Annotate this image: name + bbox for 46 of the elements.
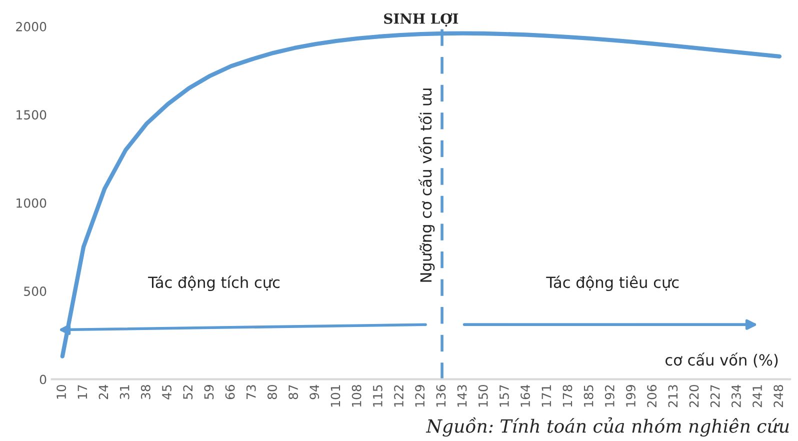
x-tick-label: 241: [752, 385, 762, 408]
x-tick-label: 206: [647, 384, 657, 408]
x-tick-label: 87: [288, 385, 298, 400]
x-tick-label: 213: [668, 385, 678, 408]
x-tick-label: 122: [394, 385, 404, 407]
x-tick-label: 227: [710, 385, 720, 408]
chart-title: SINH LỢI: [384, 13, 458, 27]
x-tick-label: 185: [584, 385, 594, 407]
x-tick-label: 94: [310, 384, 320, 400]
y-tick-label: 1500: [16, 110, 46, 120]
x-tick-label: 150: [478, 384, 488, 407]
x-tick-label: 73: [246, 385, 256, 399]
x-tick-label: 101: [330, 385, 340, 407]
x-axis-title: cơ cấu vốn (%): [666, 352, 778, 368]
x-tick-label: 192: [604, 385, 614, 407]
x-tick-label: 248: [774, 384, 784, 408]
x-tick-label: 80: [267, 384, 277, 400]
x-tick-label: 115: [373, 385, 382, 407]
x-tick-label: 136: [436, 384, 446, 407]
y-tick-label: 500: [24, 286, 46, 296]
x-tick-label: 66: [225, 384, 235, 400]
x-tick-label: 178: [562, 384, 572, 407]
x-tick-label: 31: [120, 385, 130, 400]
x-tick-label: 108: [352, 384, 362, 407]
x-tick-label: 38: [140, 384, 150, 400]
x-tick-label: 157: [500, 385, 509, 407]
x-tick-label: 129: [415, 385, 425, 407]
x-tick-label: 164: [520, 384, 530, 407]
x-tick-label: 171: [542, 385, 551, 407]
x-tick-label: 17: [78, 385, 87, 399]
x-tick-label: 234: [731, 384, 741, 408]
ref-line-label: Ngưỡng cơ cấu vốn tối ưu: [418, 88, 435, 282]
x-tick-label: 220: [689, 384, 699, 408]
annotation: Tác động tiêu cực: [546, 276, 679, 292]
x-tick-label: 24: [98, 384, 108, 400]
y-tick-label: 1000: [16, 198, 46, 208]
annotation: Tác động tích cực: [148, 276, 280, 292]
x-tick-label: 143: [457, 385, 467, 407]
x-tick-label: 52: [183, 385, 193, 400]
x-tick-label: 45: [162, 385, 172, 400]
y-tick-label: 2000: [16, 22, 46, 32]
y-tick-label: 0: [40, 374, 46, 384]
x-tick-label: 199: [626, 385, 636, 407]
x-tick-label: 10: [56, 384, 66, 399]
text: Nguồn: Tính toán của nhóm nghiên cứu: [426, 417, 789, 437]
x-tick-label: 59: [204, 385, 214, 400]
